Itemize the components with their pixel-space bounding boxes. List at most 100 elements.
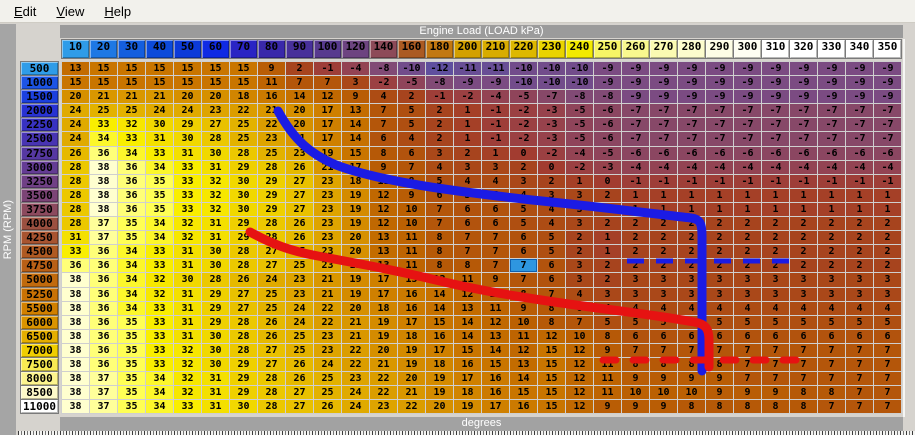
map-cell[interactable]: 7	[874, 386, 901, 400]
map-cell[interactable]: 15	[538, 343, 565, 357]
map-cell[interactable]: -9	[678, 90, 705, 104]
map-cell[interactable]: 5	[874, 315, 901, 329]
map-cell[interactable]: -6	[594, 132, 621, 146]
map-cell[interactable]: 14	[426, 301, 453, 315]
map-cell[interactable]: 25	[286, 259, 313, 273]
menu-item-view[interactable]: View	[56, 3, 85, 19]
map-cell[interactable]: 14	[482, 343, 509, 357]
map-cell[interactable]: 9	[622, 372, 649, 386]
map-cell[interactable]: 1	[454, 104, 481, 118]
map-cell[interactable]: -1	[818, 174, 845, 188]
map-cell[interactable]: 29	[230, 386, 257, 400]
map-cell[interactable]: 14	[286, 90, 313, 104]
map-cell[interactable]: 27	[286, 386, 313, 400]
map-cell[interactable]: 3	[706, 287, 733, 301]
map-cell[interactable]: 7	[762, 343, 789, 357]
map-cell[interactable]: 36	[62, 259, 89, 273]
map-cell[interactable]: 35	[146, 174, 173, 188]
map-cell[interactable]: 8	[706, 400, 733, 414]
map-cell[interactable]: 6	[426, 188, 453, 202]
map-cell[interactable]: 1	[874, 188, 901, 202]
map-cell[interactable]: -7	[734, 104, 761, 118]
map-cell[interactable]: 19	[426, 372, 453, 386]
map-cell[interactable]: 1	[706, 202, 733, 217]
map-cell[interactable]: 2	[650, 245, 677, 259]
map-cell[interactable]: 22	[342, 343, 369, 357]
map-cell[interactable]: -7	[678, 104, 705, 118]
map-cell[interactable]: -9	[874, 62, 901, 76]
map-cell[interactable]: 3	[650, 273, 677, 287]
map-cell[interactable]: -6	[650, 146, 677, 160]
map-cell[interactable]: 23	[342, 372, 369, 386]
map-cell[interactable]: 30	[202, 343, 229, 357]
map-cell[interactable]: 15	[342, 146, 369, 160]
map-cell[interactable]: 26	[230, 273, 257, 287]
map-cell[interactable]: 9	[762, 386, 789, 400]
map-cell[interactable]: -3	[538, 118, 565, 132]
map-cell[interactable]: 4	[790, 301, 817, 315]
map-cell[interactable]: 32	[146, 287, 173, 301]
map-cell[interactable]: 8	[818, 386, 845, 400]
map-cell[interactable]: 38	[62, 329, 89, 343]
map-cell[interactable]: 30	[174, 132, 201, 146]
map-cell[interactable]: 33	[146, 301, 173, 315]
map-cell[interactable]: 28	[62, 174, 89, 188]
map-cell[interactable]: -9	[594, 76, 621, 90]
map-cell[interactable]: 28	[62, 217, 89, 231]
map-cell[interactable]: 2	[566, 231, 593, 245]
map-cell[interactable]: 25	[90, 104, 117, 118]
map-cell[interactable]: 38	[90, 174, 117, 188]
map-cell[interactable]: -9	[706, 76, 733, 90]
map-cell[interactable]: 15	[482, 357, 509, 372]
map-cell[interactable]: 9	[398, 188, 425, 202]
map-cell[interactable]: 9	[734, 386, 761, 400]
map-cell[interactable]: 6	[734, 329, 761, 343]
map-cell[interactable]: 28	[230, 245, 257, 259]
map-cell[interactable]: 22	[314, 301, 341, 315]
map-cell[interactable]: 7	[790, 357, 817, 372]
map-cell[interactable]: 38	[62, 372, 89, 386]
map-cell[interactable]: 11	[398, 245, 425, 259]
map-cell[interactable]: -6	[706, 146, 733, 160]
map-cell[interactable]: 1	[706, 188, 733, 202]
map-cell[interactable]: 2	[790, 217, 817, 231]
map-cell[interactable]: 3	[566, 273, 593, 287]
map-cell[interactable]: -7	[762, 118, 789, 132]
map-cell[interactable]: 35	[146, 202, 173, 217]
map-cell[interactable]: 22	[342, 357, 369, 372]
map-cell[interactable]: 14	[342, 118, 369, 132]
map-cell[interactable]: 32	[202, 174, 229, 188]
map-cell[interactable]: 1	[818, 188, 845, 202]
map-cell[interactable]: 4	[510, 188, 537, 202]
map-cell[interactable]: -4	[874, 160, 901, 174]
map-cell[interactable]: 19	[454, 400, 481, 414]
map-cell[interactable]: 30	[174, 273, 201, 287]
map-cell[interactable]: 8	[762, 400, 789, 414]
map-cell[interactable]: 37	[90, 231, 117, 245]
map-cell[interactable]: 18	[342, 174, 369, 188]
map-cell[interactable]: 7	[818, 357, 845, 372]
map-cell[interactable]: 1	[762, 202, 789, 217]
map-cell[interactable]: 11	[510, 329, 537, 343]
map-cell[interactable]: 4	[398, 132, 425, 146]
map-cell[interactable]: 19	[370, 329, 397, 343]
map-cell[interactable]: 31	[202, 231, 229, 245]
map-cell[interactable]: -9	[790, 76, 817, 90]
map-cell[interactable]: 34	[118, 301, 145, 315]
map-cell[interactable]: 5	[538, 245, 565, 259]
map-cell[interactable]: 36	[90, 329, 117, 343]
map-cell[interactable]: 21	[90, 90, 117, 104]
map-cell[interactable]: 22	[370, 386, 397, 400]
map-cell[interactable]: -9	[482, 76, 509, 90]
map-cell[interactable]: 0	[510, 146, 537, 160]
map-cell[interactable]: 5	[454, 188, 481, 202]
map-cell[interactable]: 4	[566, 287, 593, 301]
map-cell[interactable]: 2	[286, 62, 313, 76]
map-cell[interactable]: 19	[370, 315, 397, 329]
map-cell[interactable]: 17	[342, 160, 369, 174]
map-cell[interactable]: 24	[286, 301, 313, 315]
map-cell[interactable]: 3	[790, 273, 817, 287]
map-cell[interactable]: 10	[566, 329, 593, 343]
map-cell[interactable]: 2	[622, 259, 649, 273]
map-cell[interactable]: 28	[258, 372, 285, 386]
